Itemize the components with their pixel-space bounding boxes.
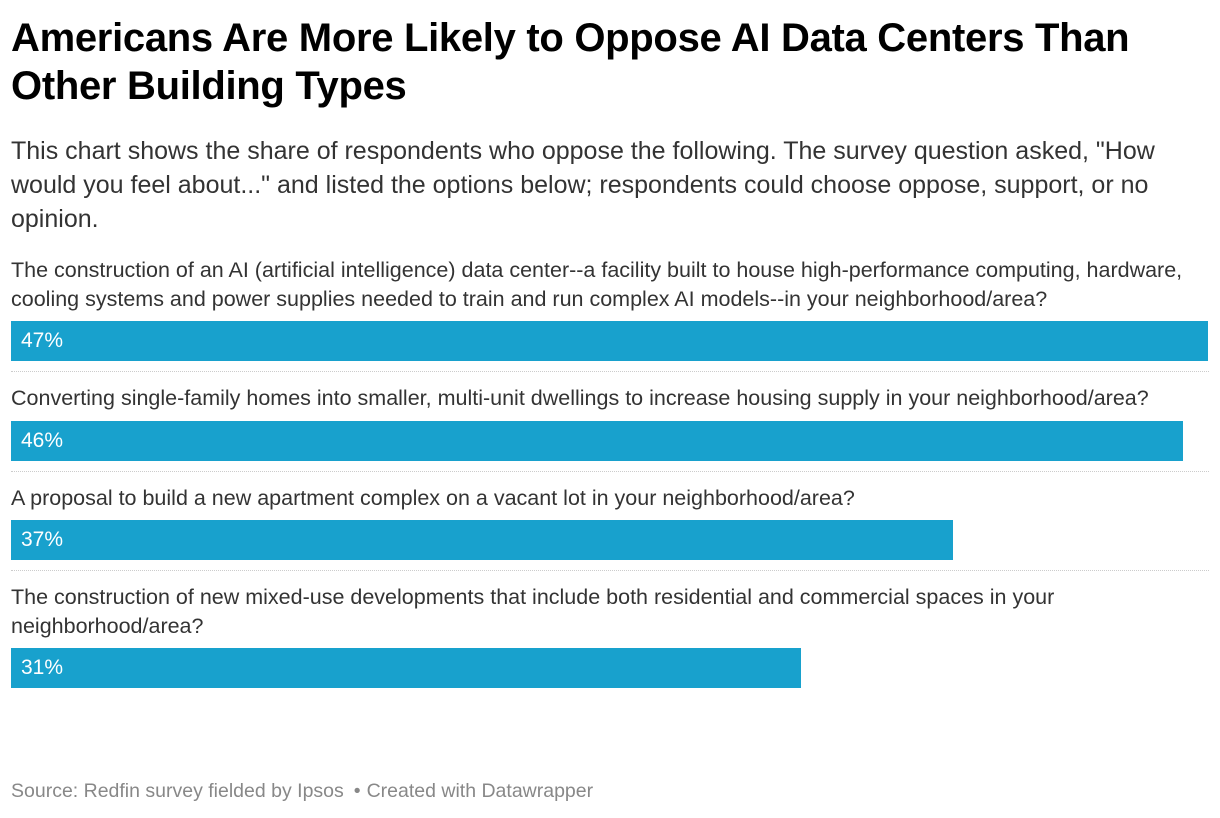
chart-subtitle: This chart shows the share of respondent… — [11, 137, 1155, 233]
bar-row: The construction of an AI (artificial in… — [11, 256, 1209, 372]
bar-row: A proposal to build a new apartment comp… — [11, 484, 1209, 571]
bar — [11, 420, 1183, 461]
bar-track: 47% — [11, 321, 1208, 361]
source-note: Source: Redfin survey fielded by Ipsos — [11, 780, 344, 802]
value-label: 47% — [21, 329, 64, 352]
bar-track: 46% — [11, 420, 1208, 461]
value-label: 31% — [21, 656, 64, 679]
bar — [11, 520, 953, 560]
chart-footer: Source: Redfin survey fielded by Ipsos • C… — [11, 780, 593, 803]
bar-row: Converting single-family homes into smal… — [11, 384, 1209, 472]
category-label: Converting single-family homes into smal… — [11, 386, 1149, 410]
bar — [11, 321, 1208, 361]
chart-title: Americans Are More Likely to Oppose AI D… — [11, 16, 1130, 108]
category-label: The construction of an AI (artificial in… — [11, 258, 1183, 311]
chart-container: Americans Are More Likely to Oppose AI D… — [11, 14, 1209, 710]
bar-row: The construction of new mixed-use develo… — [11, 583, 1209, 698]
bar-chart: The construction of an AI (artificial in… — [11, 256, 1209, 698]
value-label: 46% — [21, 428, 64, 452]
category-label: A proposal to build a new apartment comp… — [11, 485, 855, 510]
bar-track: 31% — [11, 648, 1208, 688]
credit-link[interactable]: Created with Datawrapper — [366, 780, 594, 802]
footer-separator: • — [353, 780, 361, 802]
bar-track: 37% — [11, 520, 1208, 560]
category-label: The construction of new mixed-use develo… — [11, 585, 1055, 638]
bar — [11, 648, 801, 688]
value-label: 37% — [21, 528, 64, 551]
